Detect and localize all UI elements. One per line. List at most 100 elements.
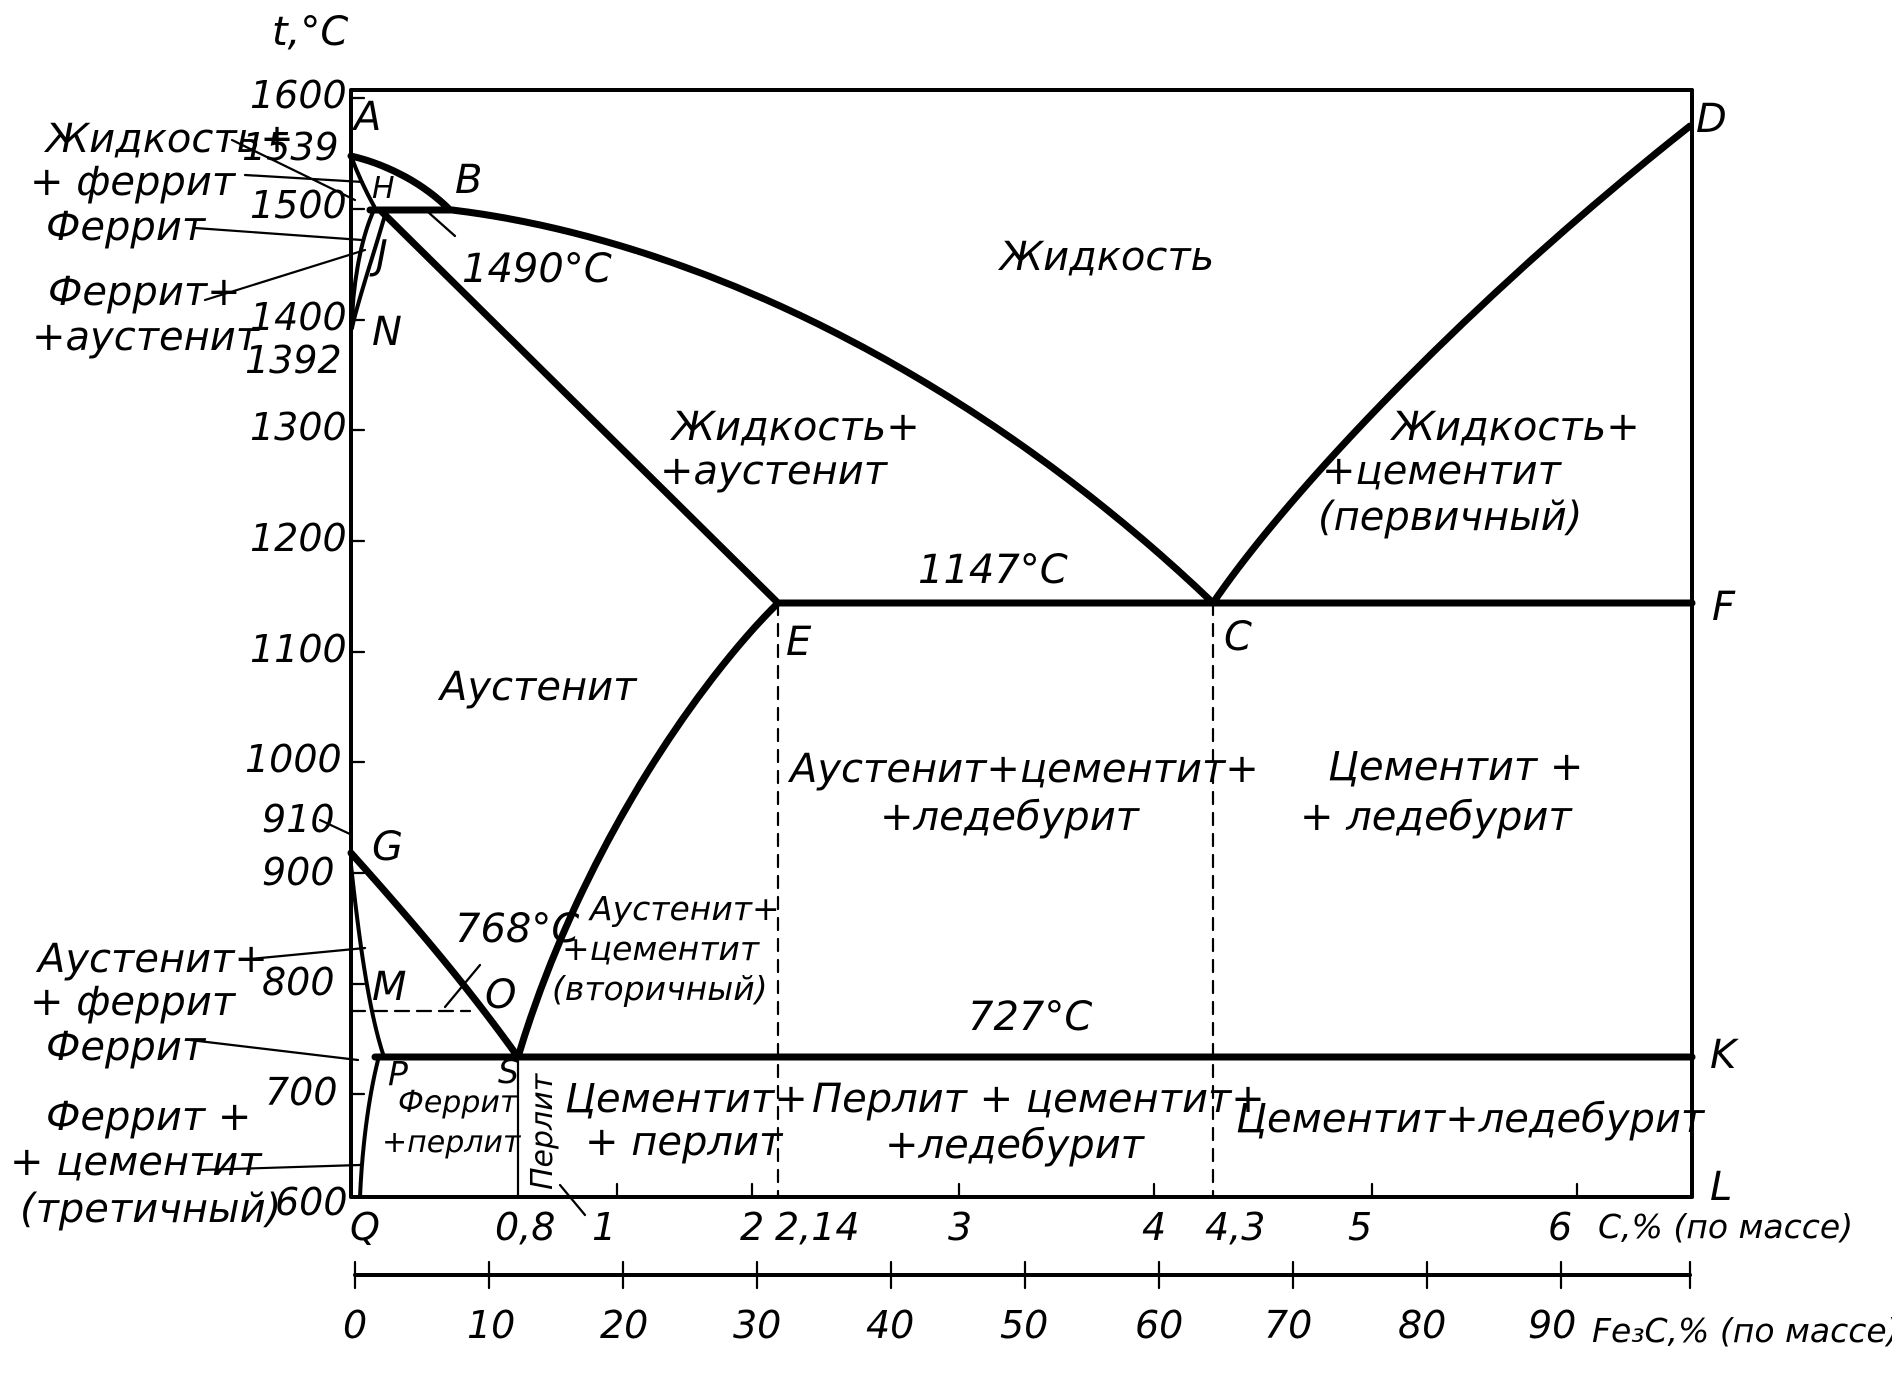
region-liquid-austenite: Жидкость+ +аустенит	[660, 404, 932, 494]
label-ferrite-top: Феррит	[46, 204, 207, 250]
point-O: O	[485, 972, 516, 1018]
y-tick-label: 1500	[250, 183, 347, 227]
point-B: B	[455, 157, 482, 203]
temp-1147: 1147°C	[918, 547, 1068, 593]
region-line: Феррит+	[48, 269, 241, 315]
region-line: +перлит	[382, 1125, 522, 1160]
region-line: (вторичный)	[552, 969, 768, 1008]
y-tick-label: 910	[262, 797, 335, 841]
temp-727: 727°C	[968, 994, 1092, 1040]
fe3c-tick-label: 60	[1135, 1303, 1183, 1347]
x-axis-title: C,% (по массе)	[1598, 1207, 1853, 1246]
x-tick-label: 6	[1548, 1205, 1572, 1249]
region-austenite: Аустенит	[437, 664, 638, 710]
y-tick-label: 1000	[245, 737, 342, 781]
region-line: + перлит	[585, 1119, 784, 1165]
fe3c-axis-title: Fe₃C,% (по массе)	[1592, 1311, 1892, 1350]
GS-line	[347, 849, 522, 1061]
y-tick-label: 1400	[250, 295, 347, 339]
region-line: + феррит	[30, 159, 237, 205]
point-C: C	[1224, 614, 1252, 660]
region-line: Жидкость+	[669, 404, 920, 450]
region-aus-cem-led: Аустенит+цементит+ +ледебурит	[787, 746, 1272, 840]
label-ferrite-bottom: Феррит	[46, 1024, 207, 1070]
ES-line	[514, 599, 782, 1061]
point-N: N	[372, 309, 402, 355]
region-line: +цементит	[1322, 448, 1563, 494]
region-cem-led-upper: Цементит + + ледебурит	[1300, 744, 1596, 840]
temp-768: 768°C	[455, 906, 579, 952]
y-tick-label: 800	[262, 960, 335, 1004]
region-line: +ледебурит	[885, 1122, 1146, 1168]
y-tick-label: 1539	[242, 125, 339, 169]
label-liquid-ferrite: Жидкость+ + феррит	[30, 116, 306, 205]
point-P: P	[388, 1054, 408, 1093]
x-tick-label: 0,8	[495, 1205, 555, 1249]
fe3c-tick-label: 20	[600, 1303, 648, 1347]
liquidus-CD	[1209, 122, 1694, 607]
y-tick-label: 1100	[250, 627, 347, 671]
point-D: D	[1696, 96, 1727, 142]
point-S: S	[498, 1052, 519, 1091]
fe3c-tick-label: 40	[866, 1303, 914, 1347]
region-line: (первичный)	[1318, 494, 1582, 540]
x-tick-label: 4,3	[1205, 1205, 1265, 1249]
region-aus-cem-secondary: Аустенит+ +цементит (вторичный)	[552, 889, 790, 1008]
x-tick-label: 2	[740, 1205, 764, 1249]
region-line: +аустенит	[32, 314, 261, 360]
region-line: +цементит	[562, 929, 761, 968]
y-tick-label: 1300	[250, 405, 347, 449]
label-ferrite-austenite: Феррит+ +аустенит	[32, 269, 261, 360]
fe3c-tick-label: 70	[1264, 1303, 1312, 1347]
JN-line	[350, 213, 387, 330]
y-tick-label: 600	[275, 1180, 348, 1224]
PQ-line	[358, 1058, 380, 1199]
HN-line	[350, 208, 376, 330]
plot-frame	[349, 88, 1694, 1199]
y-axis-title: t,°C	[272, 9, 348, 55]
point-G: G	[372, 824, 403, 870]
region-line: +ледебурит	[880, 794, 1141, 840]
leader-lines	[188, 138, 587, 1217]
y-tick-label: 1392	[245, 338, 342, 382]
label-ferrite-cementite: Феррит + + цементит (третичный)	[10, 1094, 281, 1232]
region-line: + ледебурит	[1300, 794, 1573, 840]
region-liquid-cementite: Жидкость+ +цементит (первичный)	[1318, 404, 1652, 540]
region-liquid: Жидкость	[997, 234, 1214, 280]
region-perlite: Перлит	[525, 1072, 560, 1190]
region-perl-cem-led: Перлит + цементит+ +ледебурит	[812, 1076, 1278, 1168]
region-line: + феррит	[30, 979, 237, 1025]
region-line: Феррит +	[46, 1094, 251, 1140]
x-axis-ticks	[615, 1182, 1579, 1199]
fe3c-tick-label: 0	[343, 1303, 367, 1347]
fe3c-tick-label: 80	[1398, 1303, 1446, 1347]
x-tick-label: 4	[1142, 1205, 1166, 1249]
region-cem-led-lower: Цементит+ледебурит	[1236, 1096, 1706, 1142]
region-line: + цементит	[10, 1139, 263, 1185]
region-ferrite-perlite: Феррит +перлит	[382, 1085, 527, 1160]
point-F: F	[1712, 584, 1736, 630]
region-line: Перлит + цементит+	[812, 1076, 1265, 1122]
y-tick-label: 700	[265, 1070, 338, 1114]
region-line: Цементит +	[1328, 744, 1583, 790]
region-line: (третичный)	[20, 1186, 281, 1232]
y-tick-label: 1200	[250, 516, 347, 560]
fe3c-tick-label: 10	[467, 1303, 515, 1347]
fe3c-tick-label: 30	[733, 1303, 781, 1347]
point-L: L	[1710, 1164, 1732, 1210]
point-A: A	[351, 94, 381, 140]
fe3c-axis	[353, 1260, 1692, 1290]
region-line: Аустенит+	[588, 889, 780, 928]
x-tick-label: Q	[350, 1205, 380, 1249]
region-cem-perlite: Цементит+ + перлит	[565, 1076, 820, 1165]
fe3c-tick-label: 90	[1528, 1303, 1576, 1347]
x-tick-label: 1	[592, 1205, 616, 1249]
y-tick-label: 1600	[250, 73, 347, 117]
liquidus-BC	[448, 206, 1217, 607]
y-tick-label: 900	[262, 850, 335, 894]
region-line: Аустенит+	[35, 936, 268, 982]
liquidus-AB	[347, 152, 454, 214]
x-tick-label: 2,14	[775, 1205, 860, 1249]
region-line: Феррит	[398, 1085, 519, 1120]
region-line: Цементит+	[565, 1076, 808, 1122]
